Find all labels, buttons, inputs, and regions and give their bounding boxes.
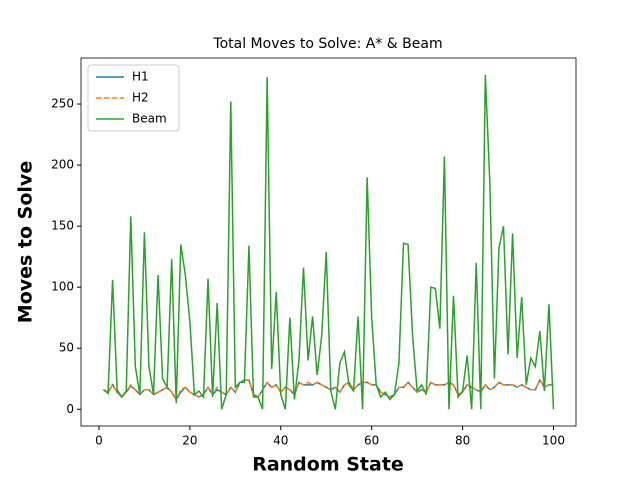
y-tick-label: 250 [51, 97, 74, 111]
x-tick-label: 100 [542, 434, 565, 448]
legend-label: H1 [132, 70, 149, 84]
legend-label: Beam [132, 112, 167, 126]
x-tick-label: 0 [95, 434, 103, 448]
y-tick-label: 50 [59, 341, 74, 355]
y-tick-label: 150 [51, 219, 74, 233]
data-line [103, 378, 554, 402]
x-tick-label: 80 [455, 434, 470, 448]
x-tick-label: 40 [273, 434, 288, 448]
chart-title: Total Moves to Solve: A* & Beam [212, 36, 442, 52]
y-tick-label: 0 [66, 402, 74, 416]
legend-label: H2 [132, 91, 149, 105]
y-tick-label: 100 [51, 280, 74, 294]
y-axis-label: Moves to Solve [15, 161, 37, 323]
y-tick-label: 200 [51, 158, 74, 172]
x-tick-label: 60 [364, 434, 379, 448]
plot-frame [80, 57, 577, 427]
data-line [103, 74, 555, 410]
x-tick-label: 20 [182, 434, 197, 448]
x-axis-label: Random State [252, 454, 404, 476]
legend-box [87, 64, 180, 132]
